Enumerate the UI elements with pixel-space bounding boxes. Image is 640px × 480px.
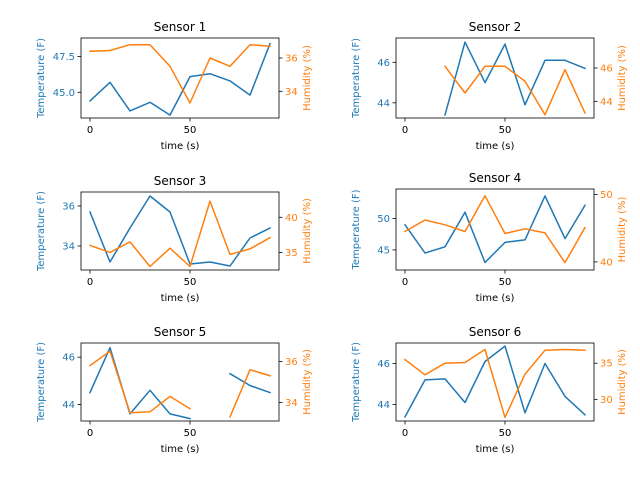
temperature-series-line <box>89 195 272 267</box>
y2-axis-label: Humidity (%) <box>302 198 313 264</box>
sensor-panel: 0 50 44 46 34 36 Sensor 5 time (s) Temperature (… <box>36 325 313 455</box>
y2-tick-label: 35 <box>600 359 613 370</box>
humidity-series-line <box>443 65 586 116</box>
plot-frame <box>395 188 595 271</box>
panel-title: Sensor 2 <box>469 20 522 34</box>
plot-frame <box>395 37 595 119</box>
humidity-series-line <box>88 350 192 414</box>
humidity-series-line <box>89 43 271 104</box>
x-axis-label: time (s) <box>161 444 200 455</box>
y-tick-label: 46 <box>377 359 390 370</box>
temperature-series-line <box>403 195 587 264</box>
x-tick-label: 50 <box>499 125 512 136</box>
temperature-series-line <box>403 345 587 418</box>
humidity-series-line <box>89 200 272 268</box>
sensor-panel: 0 50 34 36 35 40 Sensor 3 time (s) Temperature (… <box>36 174 313 304</box>
y2-tick-label: 35 <box>285 248 298 259</box>
y-tick-label: 47.5 <box>53 52 75 63</box>
y2-tick-label: 36 <box>285 357 298 368</box>
y-tick-label: 44 <box>377 400 390 411</box>
y2-tick-label: 34 <box>285 87 298 98</box>
humidity-series-line <box>403 195 587 264</box>
y2-tick-label: 50 <box>600 190 613 201</box>
panel-title: Sensor 3 <box>154 174 207 188</box>
y2-axis-label: Humidity (%) <box>617 45 628 111</box>
y-axis-label: Temperature (F) <box>36 38 47 119</box>
x-tick-label: 50 <box>184 277 197 288</box>
y2-tick-label: 34 <box>285 398 298 409</box>
y-tick-label: 46 <box>377 58 390 69</box>
y2-tick-label: 36 <box>285 54 298 65</box>
y-tick-label: 36 <box>62 202 75 213</box>
sensor-panel: 0 50 45.0 47.5 34 36 Sensor 1 time (s) Temperatu… <box>36 20 313 152</box>
sensor-panel: 0 50 44 46 44 46 Sensor 2 time (s) Temperature (… <box>351 20 628 152</box>
panel-title: Sensor 5 <box>154 325 207 339</box>
y-axis-label: Temperature (F) <box>36 191 47 272</box>
x-tick-label: 0 <box>87 125 93 136</box>
y-tick-label: 45.0 <box>53 88 75 99</box>
panel-title: Sensor 4 <box>469 171 522 185</box>
y2-tick-label: 30 <box>600 395 613 406</box>
y-tick-label: 34 <box>62 242 75 253</box>
y2-tick-label: 46 <box>600 64 613 75</box>
y-axis-label: Temperature (F) <box>351 38 362 119</box>
x-axis-label: time (s) <box>161 141 200 152</box>
y2-tick-label: 44 <box>600 97 613 108</box>
panel-title: Sensor 1 <box>154 20 207 34</box>
y2-axis-label: Humidity (%) <box>617 196 628 262</box>
y-tick-label: 46 <box>62 353 75 364</box>
humidity-series-line <box>229 368 271 418</box>
y2-axis-label: Humidity (%) <box>617 349 628 415</box>
y2-tick-label: 40 <box>600 257 613 268</box>
y-tick-label: 44 <box>377 98 390 109</box>
y-tick-label: 44 <box>62 400 75 411</box>
temperature-series-line <box>88 42 271 116</box>
x-tick-label: 0 <box>87 277 93 288</box>
x-axis-label: time (s) <box>476 444 515 455</box>
sensor-panel: 0 50 44 46 30 35 Sensor 6 time (s) Temperature (… <box>351 325 628 455</box>
plot-frame <box>80 37 280 119</box>
sensor-panel: 0 50 45 50 40 50 Sensor 4 time (s) Temperature (… <box>351 171 628 304</box>
plot-frame <box>80 191 280 271</box>
x-axis-label: time (s) <box>476 141 515 152</box>
x-tick-label: 50 <box>499 277 512 288</box>
x-tick-label: 0 <box>402 125 408 136</box>
x-tick-label: 50 <box>499 428 512 439</box>
panel-title: Sensor 6 <box>469 325 522 339</box>
x-tick-label: 0 <box>402 277 408 288</box>
x-axis-label: time (s) <box>476 293 515 304</box>
x-tick-label: 50 <box>184 125 197 136</box>
plot-frame <box>395 342 595 422</box>
y2-tick-label: 40 <box>285 213 298 224</box>
y-axis-label: Temperature (F) <box>351 189 362 270</box>
temperature-series-line <box>444 41 586 116</box>
y2-axis-label: Humidity (%) <box>302 349 313 415</box>
plot-frame <box>80 342 280 422</box>
y-axis-label: Temperature (F) <box>351 342 362 423</box>
y-tick-label: 50 <box>377 214 390 225</box>
x-tick-label: 50 <box>184 428 197 439</box>
y2-axis-label: Humidity (%) <box>302 45 313 111</box>
humidity-series-line <box>403 348 586 419</box>
y-axis-label: Temperature (F) <box>36 342 47 423</box>
x-tick-label: 0 <box>87 428 93 439</box>
y-tick-label: 45 <box>377 245 390 256</box>
temperature-series-line <box>228 372 271 394</box>
temperature-series-line <box>89 346 191 420</box>
x-tick-label: 0 <box>402 428 408 439</box>
x-axis-label: time (s) <box>161 293 200 304</box>
